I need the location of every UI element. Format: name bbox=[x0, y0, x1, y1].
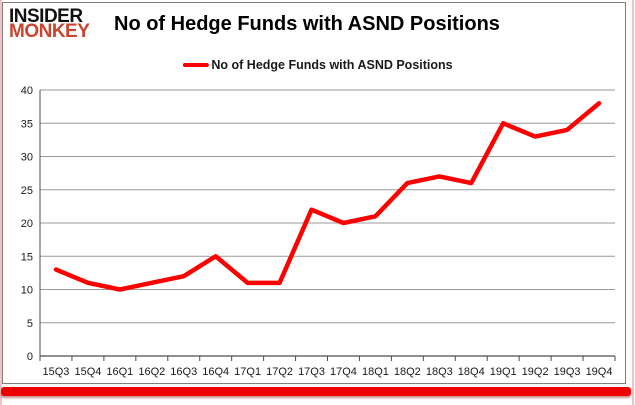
insider-monkey-logo: INSIDER MONKEY bbox=[9, 6, 90, 42]
logo-line-monkey: MONKEY bbox=[9, 21, 90, 42]
x-axis-label: 18Q3 bbox=[426, 366, 453, 378]
x-axis-label: 17Q3 bbox=[298, 366, 325, 378]
brand-bottom-bar bbox=[1, 387, 631, 396]
x-axis-label: 18Q4 bbox=[458, 366, 485, 378]
x-axis-label: 16Q4 bbox=[202, 366, 229, 378]
x-axis-label: 17Q4 bbox=[330, 366, 357, 378]
y-axis-label: 35 bbox=[21, 118, 33, 130]
x-axis-label: 17Q1 bbox=[234, 366, 261, 378]
y-axis-label: 10 bbox=[21, 285, 33, 297]
legend-label: No of Hedge Funds with ASND Positions bbox=[211, 58, 453, 72]
chart-title: No of Hedge Funds with ASND Positions bbox=[114, 13, 500, 35]
hedge-fund-series-line bbox=[53, 101, 602, 292]
y-axis-label: 0 bbox=[27, 351, 33, 363]
x-axis-label: 15Q3 bbox=[43, 366, 70, 378]
y-axis-label: 15 bbox=[21, 251, 33, 263]
x-axis-label: 16Q3 bbox=[170, 366, 197, 378]
y-axis-label: 20 bbox=[21, 218, 33, 230]
x-axis-label: 16Q2 bbox=[138, 366, 165, 378]
x-axis-label: 18Q2 bbox=[394, 366, 421, 378]
x-axis-label: 15Q4 bbox=[74, 366, 101, 378]
x-axis-label: 19Q2 bbox=[522, 366, 549, 378]
x-axis-label: 18Q1 bbox=[362, 366, 389, 378]
x-axis-label: 17Q2 bbox=[266, 366, 293, 378]
y-axis-label: 5 bbox=[27, 318, 33, 330]
legend-line-swatch bbox=[182, 63, 209, 67]
logo-line-insider: INSIDER bbox=[9, 6, 83, 27]
chart-widget-frame bbox=[2, 2, 626, 384]
x-axis-label: 16Q1 bbox=[106, 366, 133, 378]
y-axis-label: 40 bbox=[21, 85, 33, 97]
chart-legend: No of Hedge Funds with ASND Positions bbox=[182, 58, 453, 72]
page-edge-left bbox=[0, 0, 2, 405]
x-axis-label: 19Q1 bbox=[490, 366, 517, 378]
y-axis-label: 25 bbox=[21, 185, 33, 197]
page-edge-right bbox=[632, 0, 634, 405]
y-axis-label: 30 bbox=[21, 152, 33, 164]
x-axis-label: 19Q4 bbox=[586, 366, 613, 378]
x-axis-label: 19Q3 bbox=[554, 366, 581, 378]
